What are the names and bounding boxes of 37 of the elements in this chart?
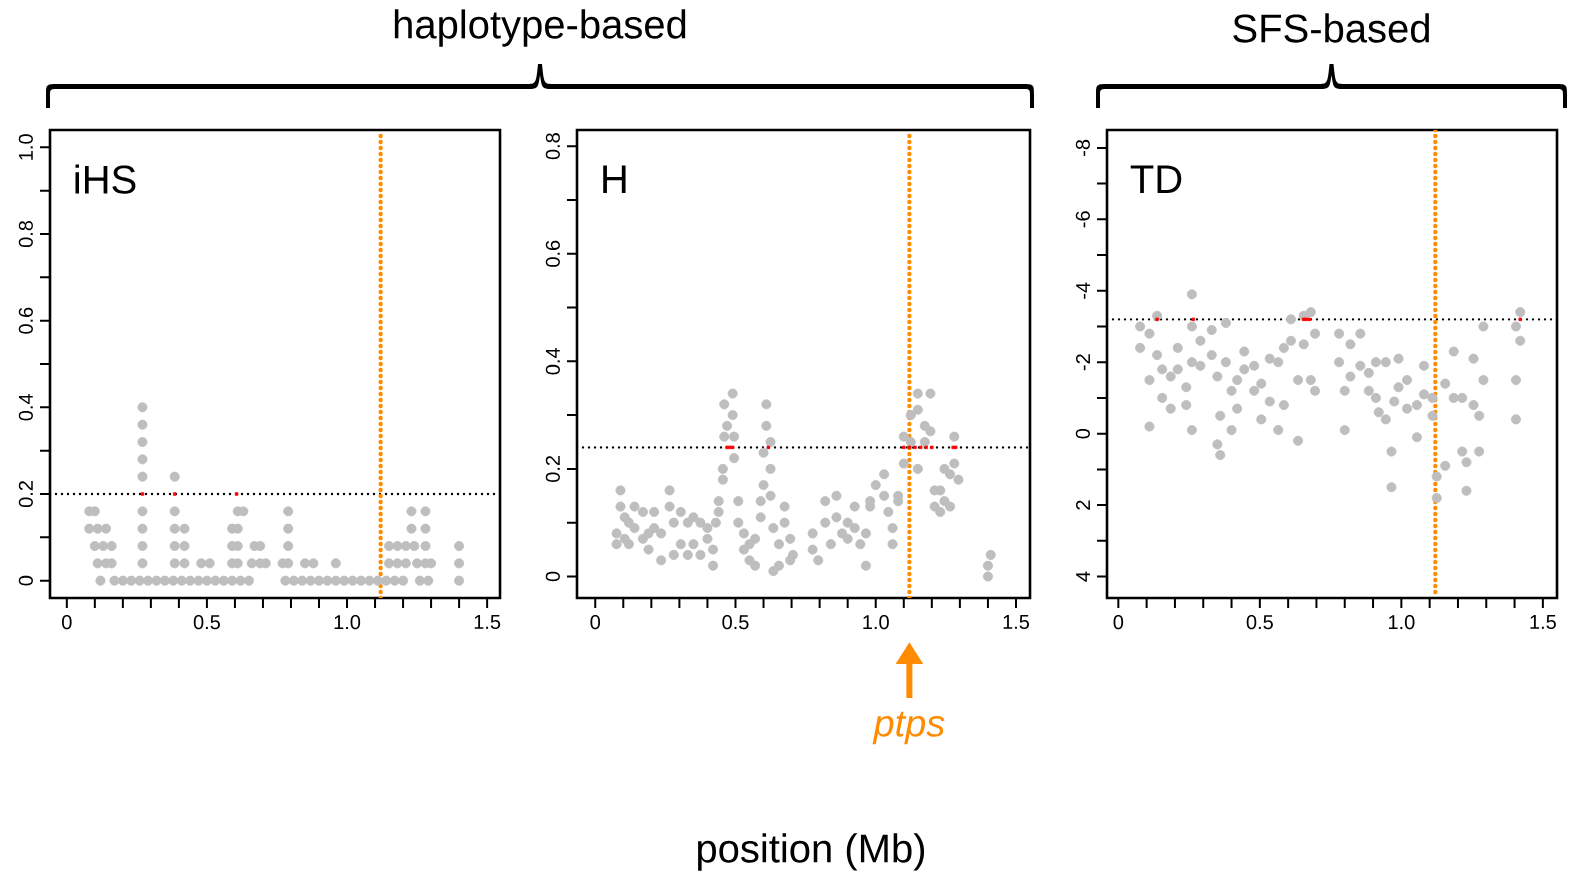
y-tick-label: 2 (1075, 500, 1090, 510)
y-tick-label: 0.2 (18, 481, 33, 508)
x-tick-label: 1.5 (1530, 615, 1556, 630)
x-tick-label: 0 (1113, 615, 1124, 630)
y-tick-label: -2 (1075, 354, 1090, 371)
y-tick-label: 0.4 (18, 394, 33, 421)
y-tick-label: 0 (545, 571, 560, 582)
y-tick-label: 0.6 (18, 307, 33, 334)
x-tick-label: 0 (590, 615, 601, 630)
x-tick-label: 0 (62, 615, 72, 630)
y-tick-label: 0.4 (545, 348, 560, 375)
y-tick-label: -6 (1075, 211, 1090, 228)
x-tick-label: 1.0 (863, 615, 889, 630)
text: haplotype-based (394, 9, 686, 47)
ref-line-label: ptps (872, 711, 945, 745)
x-tick-label: 1.5 (474, 615, 501, 630)
y-tick-label: 0.8 (18, 220, 33, 248)
x-axis-title: position (Mb) (697, 833, 925, 871)
text: SFS-based (1233, 13, 1429, 43)
text: iHS (75, 164, 136, 194)
x-tick-label: 1.5 (1003, 615, 1030, 630)
y-tick-label: 4 (1076, 571, 1090, 582)
y-tick-label: 0.2 (545, 455, 560, 483)
x-tick-label: 1.0 (1388, 615, 1415, 630)
y-tick-label: -4 (1076, 282, 1090, 299)
x-tick-label: 1.0 (334, 615, 361, 630)
x-tick-label: 0.5 (722, 615, 749, 630)
y-tick-label: 1.0 (18, 134, 33, 160)
y-tick-label: 0.6 (545, 240, 560, 267)
y-tick-label: -8 (1075, 139, 1090, 156)
text: TD (1130, 165, 1182, 193)
text: H (603, 165, 626, 193)
y-tick-label: 0 (1075, 428, 1090, 439)
x-tick-label: 0.5 (193, 615, 220, 630)
y-tick-label: 0 (18, 575, 33, 586)
y-tick-label: 0.8 (545, 133, 560, 160)
x-tick-label: 0.5 (1246, 615, 1273, 630)
